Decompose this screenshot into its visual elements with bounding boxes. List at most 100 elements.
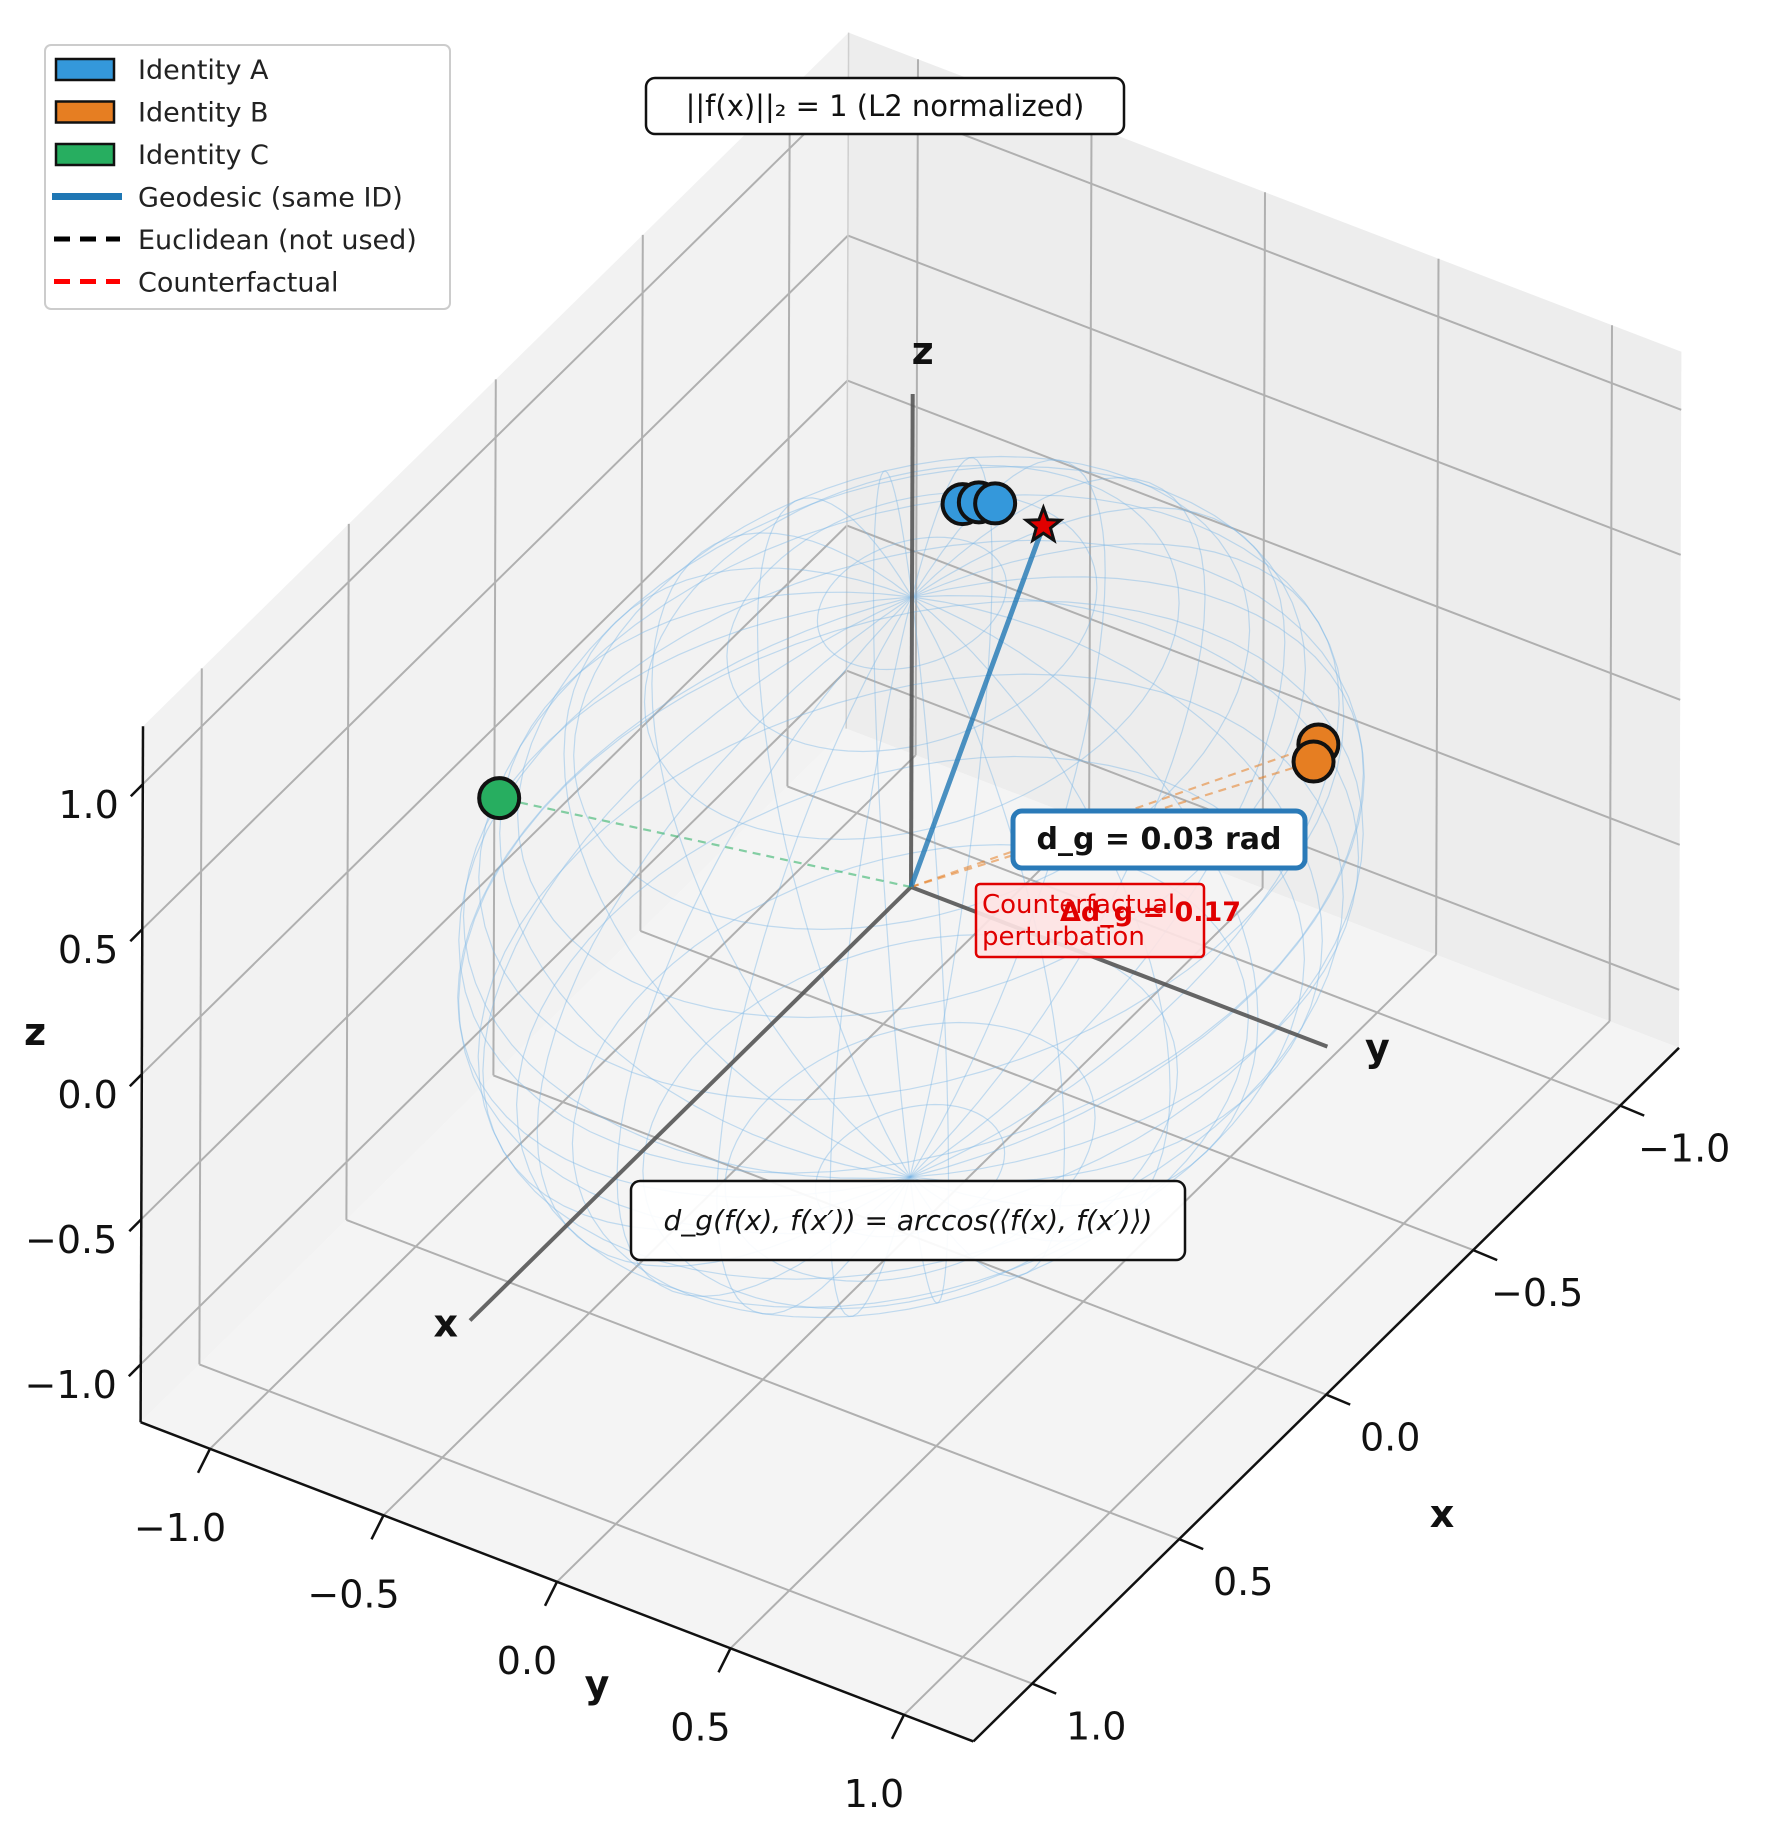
z-tick-label: 1.0: [58, 783, 118, 827]
point-identity-c: [477, 776, 522, 821]
y-tick-label: −1.0: [134, 1506, 226, 1550]
counterfactual-star: [1022, 503, 1065, 544]
annotations: ||f(x)||₂ = 1 (L2 normalized) d_g = 0.03 …: [629, 76, 1308, 1262]
legend-label: Identity B: [138, 98, 269, 129]
grid-line: [142, 89, 850, 785]
sphere-latitude: [516, 465, 1307, 1019]
legend-frame: [44, 44, 451, 310]
x-tick-label: 0.5: [1213, 1560, 1273, 1604]
formula-box: [629, 1179, 1187, 1262]
axis-ticks: −1.0 −1.0 −1.0 −0.5 −0.5 −0.5 0.0 0.0 0.0 0.5 0.5 0…: [24, 726, 1730, 1816]
sphere-meridian: [909, 596, 1066, 1277]
sphere-meridian: [563, 567, 913, 1178]
sphere-latitude: [478, 494, 1345, 1101]
geodesic-line: [908, 524, 1046, 888]
legend-label: Geodesic (same ID): [138, 183, 403, 214]
grid-line: [903, 1020, 1611, 1716]
y-tick: [196, 1448, 212, 1474]
legend-label: Identity A: [138, 55, 269, 86]
point-identity-b: [1291, 739, 1336, 784]
data-points: [477, 480, 1341, 821]
x-tick-label: 1.0: [1066, 1705, 1126, 1749]
sphere-latitude: [458, 539, 1365, 1174]
y-tick-label: 0.0: [497, 1639, 557, 1683]
x-axis-line: [468, 885, 913, 1322]
x-tick: [1031, 1682, 1057, 1695]
formula-text: d_g(f(x), f(x′)) = arccos(⟨f(x), f(x′)⟩): [664, 1204, 1153, 1237]
x-tick-label: −1.0: [1638, 1127, 1730, 1171]
y-tick: [890, 1714, 906, 1740]
counterfactual-label-line: Counterfactual: [982, 890, 1175, 920]
pane-edge: [845, 32, 850, 729]
z-tick-label: −0.5: [25, 1218, 117, 1262]
z-tick: [128, 1073, 143, 1088]
x-tick: [1619, 1104, 1645, 1117]
norm-box-text: ||f(x)||₂ = 1 (L2 normalized): [686, 89, 1085, 123]
grid-line: [346, 1218, 1180, 1541]
sphere-latitude: [643, 464, 1180, 841]
grid-line: [847, 234, 1682, 556]
counterfactual-label-line: perturbation: [982, 922, 1145, 952]
grid-line: [198, 668, 203, 1365]
sphere-meridian: [909, 596, 1323, 1183]
y-axis-title: y: [585, 1662, 610, 1706]
sphere-meridian: [872, 470, 913, 1178]
z-tick: [129, 783, 144, 798]
grid-line: [345, 523, 350, 1220]
z-tick-label: 0.5: [58, 928, 118, 972]
y-tick-label: 1.0: [844, 1772, 904, 1816]
sphere-latitude: [726, 492, 1098, 753]
counterfactual-box: [974, 882, 1206, 959]
x-axis-end-label: x: [433, 1302, 458, 1346]
sphere-meridian: [909, 506, 1286, 1178]
y-tick: [543, 1581, 559, 1607]
z-tick-label: 0.0: [57, 1073, 117, 1117]
y-tick-label: −0.5: [307, 1572, 399, 1616]
grid-line: [729, 953, 1437, 1650]
sphere-latitude: [816, 536, 1008, 671]
x-tick: [1178, 1537, 1204, 1551]
sphere-meridian: [909, 594, 1360, 1178]
point-identity-a: [973, 481, 1018, 526]
sphere-meridian: [756, 497, 913, 1178]
grid-line: [847, 379, 1681, 701]
geodesic-distance-text: d_g = 0.03 rad: [1037, 822, 1282, 857]
grid-line: [199, 1363, 1033, 1685]
x-tick-label: 0.0: [1360, 1416, 1420, 1460]
grid-line: [848, 89, 1682, 411]
legend-label: Euclidean (not used): [138, 225, 417, 256]
sphere-meridian: [499, 591, 913, 1178]
legend-swatch: [54, 142, 116, 167]
y-tick: [370, 1514, 385, 1540]
z-axis-end-label: z: [912, 329, 934, 373]
z-tick: [129, 928, 144, 943]
legend-swatch: [54, 100, 116, 124]
connector-identity-c: [498, 796, 912, 889]
x-axis-title: x: [1430, 1492, 1455, 1536]
grid-line: [1435, 258, 1440, 955]
sphere-meridian: [909, 457, 993, 1178]
sphere-meridian: [909, 459, 1106, 1178]
delta-text: Δd_g = 0.17: [1060, 897, 1241, 928]
sphere-meridian: [909, 543, 1340, 1178]
grid-line: [141, 379, 849, 1075]
y-tick-label: 0.5: [670, 1705, 730, 1749]
z-tick: [128, 1218, 143, 1233]
grid-line: [141, 234, 849, 930]
z-tick: [127, 1363, 142, 1378]
y-tick: [717, 1647, 732, 1673]
x-tick-label: −0.5: [1491, 1271, 1583, 1315]
grid-line: [1608, 325, 1613, 1022]
legend-label: Identity C: [138, 140, 269, 171]
sphere-meridian: [462, 596, 913, 1180]
sphere-meridian: [909, 476, 1206, 1178]
x-tick: [1325, 1393, 1351, 1406]
legend: Identity A Identity B Identity C Geodesic (…: [44, 44, 451, 310]
geodesic-distance-box: [1010, 808, 1308, 871]
z-axis-title: z: [24, 1010, 46, 1054]
legend-label: Counterfactual: [138, 268, 339, 299]
sphere-latitude: [457, 600, 1364, 1235]
z-tick-label: −1.0: [25, 1363, 117, 1407]
norm-box: [644, 76, 1126, 136]
